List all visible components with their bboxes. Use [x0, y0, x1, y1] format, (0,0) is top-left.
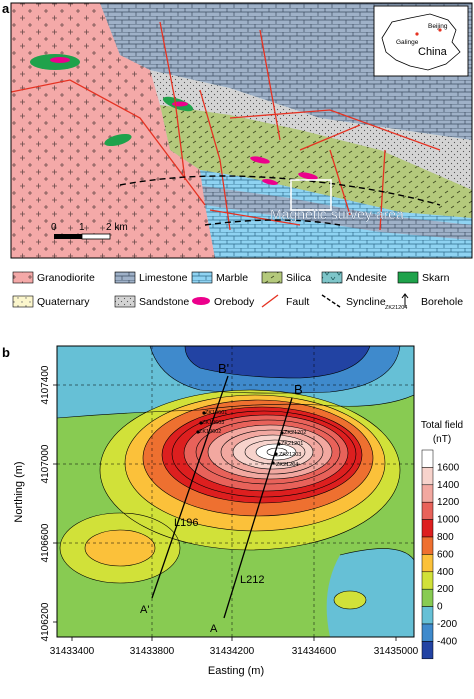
profile-name: L212 — [240, 574, 264, 586]
x-tick: 31434200 — [210, 646, 255, 657]
silica-zone — [160, 105, 472, 218]
profile-name: L196 — [174, 517, 198, 529]
syncline-axis — [204, 219, 341, 226]
inset-city-west: Galinge — [396, 39, 419, 46]
colorbar-level-label: 1600 — [437, 462, 460, 473]
limestone-strip — [195, 185, 472, 240]
legend-label: Marble — [216, 272, 248, 284]
inset-city-north: Beijing — [428, 23, 448, 30]
orebody — [50, 57, 70, 63]
borehole-label: ZK21201 — [281, 441, 303, 447]
colorbar-swatch — [421, 519, 434, 538]
skarn-body — [104, 133, 132, 147]
x-tick: 31435000 — [374, 646, 419, 657]
scale-tick: 2 km — [106, 222, 128, 233]
orebody — [172, 101, 188, 107]
colorbar-level-label: 800 — [437, 532, 454, 543]
profile-l212: A B L212 — [210, 382, 303, 635]
profile-end-label: B' — [218, 361, 229, 376]
x-tick: 31433800 — [130, 646, 175, 657]
boreholes-l196: ZK19601 ZK19603 ZK19602 — [196, 410, 227, 435]
colorbar-level-label: 1200 — [437, 497, 460, 508]
survey-area-label: Magnetic survey area — [270, 206, 404, 222]
colorbar-swatch — [421, 449, 434, 468]
legend-label: Granodiorite — [37, 272, 95, 284]
borehole-label: ZK19603 — [202, 420, 224, 426]
x-tick: 31434600 — [292, 646, 337, 657]
colorbar-level-label: 0 — [437, 602, 443, 613]
legend: Granodiorite Limestone Marble Silica And… — [12, 271, 463, 311]
borehole-label: ZK21203 — [279, 452, 301, 458]
colorbar-swatch — [421, 536, 434, 555]
legend-label: Andesite — [346, 272, 387, 284]
y-axis-title: Northing (m) — [13, 461, 25, 522]
legend-label: Borehole — [421, 296, 463, 308]
x-axis-title: Easting (m) — [208, 665, 264, 677]
inset-country: China — [418, 46, 448, 58]
colorbar-title: Total field — [421, 420, 463, 431]
x-axis: 31433400 31433800 31434200 31434600 3143… — [50, 637, 419, 677]
borehole-label: ZK19602 — [199, 429, 221, 435]
china-outline — [381, 13, 461, 71]
y-tick: 4107000 — [40, 444, 51, 483]
y-axis: 4107400 4107000 4106600 4106200 Northing… — [13, 365, 57, 641]
borehole-label: ZK19601 — [205, 410, 227, 416]
profile-l196: A' B' L196 — [140, 361, 229, 616]
colorbar-swatch — [421, 501, 434, 520]
plot-frame — [56, 345, 415, 638]
scale-bar: 0 1 2 km — [51, 222, 128, 240]
legend-label: Fault — [286, 296, 309, 308]
colorbar-swatch — [421, 588, 434, 607]
orebody — [298, 172, 318, 180]
colorbar-swatch — [421, 606, 434, 625]
profile-start-label: A' — [140, 604, 149, 616]
survey-area-box — [290, 179, 332, 211]
panel-b-letter: b — [2, 345, 10, 360]
colorbar-level-label: 200 — [437, 584, 454, 595]
boreholes-l212: ZK21202 ZK21201 ZK21203 ZK21204 — [271, 430, 306, 468]
y-tick: 4106600 — [40, 523, 51, 562]
colorbar-swatch — [421, 467, 434, 486]
orebody — [262, 179, 278, 185]
legend-borehole-code: ZK21204 — [385, 305, 407, 311]
colorbar: Total field (nT) 1600 1400 1200 1000 800 600 4… — [421, 420, 463, 660]
scale-tick: 0 — [51, 222, 57, 233]
legend-label: Quaternary — [37, 296, 90, 308]
profile-start-label: A — [210, 623, 218, 635]
colorbar-unit: (nT) — [433, 434, 451, 445]
x-tick: 31433400 — [50, 646, 95, 657]
colorbar-swatch — [421, 554, 434, 573]
orebody — [250, 156, 270, 164]
panel-a-letter: a — [2, 1, 10, 16]
colorbar-swatch — [421, 641, 434, 660]
colorbar-swatch — [421, 484, 434, 503]
colorbar-level-label: 600 — [437, 549, 454, 560]
y-tick: 4106200 — [40, 602, 51, 641]
colorbar-swatch — [421, 571, 434, 590]
colorbar-level-label: -200 — [437, 619, 457, 630]
colorbar-level-label: 1000 — [437, 515, 460, 526]
y-tick: 4107400 — [40, 365, 51, 404]
legend-label: Limestone — [139, 272, 188, 284]
colorbar-swatch — [421, 623, 434, 642]
borehole-label: ZK21202 — [284, 430, 306, 436]
colorbar-level-label: 1400 — [437, 480, 460, 491]
legend-label: Skarn — [422, 272, 450, 284]
legend-label: Orebody — [214, 296, 255, 308]
profile-end-label: B — [294, 382, 303, 397]
inset-map: Galinge Beijing China — [373, 5, 469, 77]
legend-label: Sandstone — [139, 296, 189, 308]
legend-label: Silica — [286, 272, 311, 284]
faults — [11, 21, 441, 231]
colorbar-level-label: 400 — [437, 567, 454, 578]
scale-tick: 1 — [79, 222, 85, 233]
legend-label: Syncline — [346, 296, 386, 308]
contour-map — [57, 346, 414, 637]
colorbar-level-label: -400 — [437, 636, 457, 647]
borehole-label: ZK21204 — [276, 462, 298, 468]
